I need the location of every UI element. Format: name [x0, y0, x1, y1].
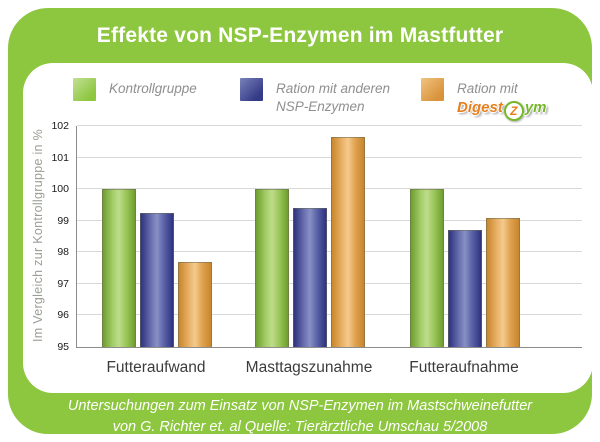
y-tick-label: 99 — [57, 214, 69, 227]
plot-area — [76, 125, 582, 348]
legend-label-line2: NSP-Enzymen — [276, 98, 365, 114]
green-card: Effekte von NSP-Enzymen im Mastfutter Ko… — [8, 8, 593, 435]
bar-group — [255, 126, 365, 347]
logo-text-digest: Digest — [457, 98, 503, 116]
legend-item-kontrollgruppe: Kontrollgruppe — [73, 78, 197, 101]
bar — [331, 137, 365, 347]
gridline — [77, 125, 582, 126]
logo-z-badge-icon: Z — [503, 101, 524, 122]
bar-group — [410, 126, 520, 347]
legend-swatch-blue-icon — [240, 78, 263, 101]
gridline — [77, 219, 582, 221]
y-tick-label: 97 — [57, 277, 69, 290]
bar — [293, 208, 327, 347]
gridline — [77, 188, 582, 190]
gridline — [77, 314, 582, 316]
gridline — [77, 251, 582, 253]
bar — [448, 230, 482, 347]
y-tick-label: 102 — [51, 120, 69, 132]
y-tick-label: 95 — [57, 341, 69, 353]
legend-label: Ration mit anderen NSP-Enzymen — [276, 78, 390, 115]
gridline — [77, 282, 582, 284]
legend-label-line1: Ration mit — [457, 81, 518, 96]
y-axis-ticks: 95 96 97 98 99 100 101 102 — [23, 120, 69, 353]
category-label: Futteraufnahme — [409, 359, 519, 376]
y-tick-label: 98 — [57, 246, 69, 259]
y-tick-label: 100 — [51, 183, 69, 196]
page-title: Effekte von NSP-Enzymen im Mastfutter — [96, 24, 504, 47]
bar — [410, 189, 444, 347]
bar — [486, 217, 520, 347]
bar-group — [102, 126, 212, 347]
category-label: Masttagszunahme — [245, 359, 373, 376]
bar-chart: Im Vergleich zur Kontrollgruppe in % 95 9… — [23, 63, 593, 393]
legend-label: Kontrollgruppe — [109, 81, 197, 96]
legend-swatch-orange-icon — [421, 78, 444, 101]
legend-item-andere-nsp-enzyme: Ration mit anderen NSP-Enzymen — [240, 78, 390, 115]
gridline — [77, 156, 582, 158]
source-caption: Untersuchungen zum Einsatz von NSP-Enzym… — [8, 396, 592, 438]
bar — [255, 189, 289, 347]
y-tick-label: 96 — [57, 309, 69, 322]
legend-label-line1: Ration mit anderen — [276, 81, 391, 96]
y-tick-label: 101 — [51, 151, 69, 164]
source-line1: Untersuchungen zum Einsatz von NSP-Enzym… — [67, 398, 533, 414]
logo-text-ym: ym — [524, 98, 547, 116]
bar — [102, 189, 136, 347]
legend-swatch-green-icon — [73, 78, 96, 101]
source-line2: von G. Richter et. al Quelle: Tierärztli… — [112, 419, 488, 436]
bar — [140, 212, 174, 347]
category-label: Futteraufwand — [106, 359, 206, 376]
chart-panel: Kontrollgruppe Ration mit anderen NSP-En… — [23, 63, 593, 393]
bar — [178, 261, 212, 347]
